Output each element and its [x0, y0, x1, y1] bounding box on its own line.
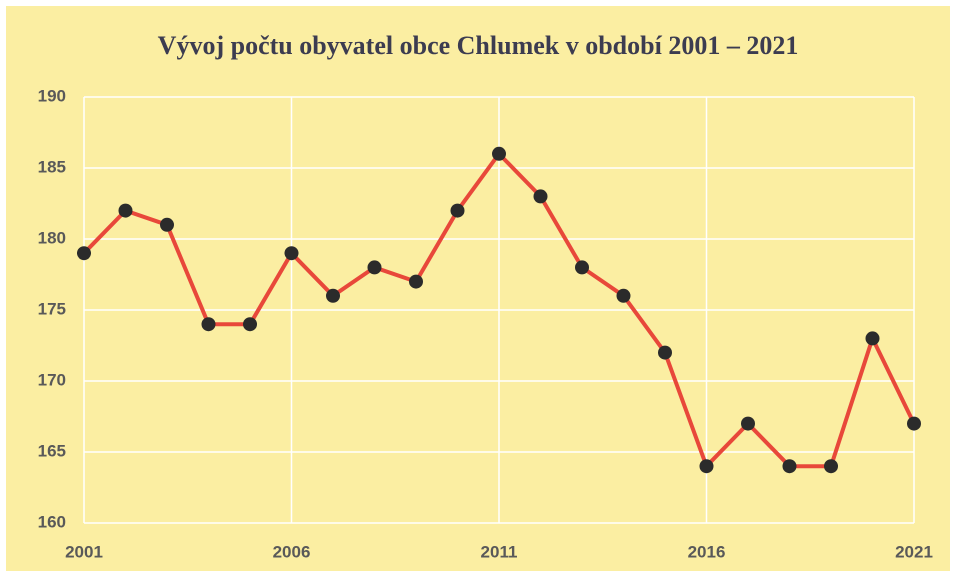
marker — [741, 416, 755, 431]
marker — [409, 274, 423, 289]
marker — [367, 260, 382, 275]
marker — [492, 146, 506, 161]
marker — [907, 416, 921, 431]
x-tick-label: 2016 — [688, 542, 726, 561]
marker — [284, 246, 299, 261]
marker — [575, 260, 589, 275]
marker — [824, 459, 838, 474]
marker — [658, 345, 672, 360]
chart-title: Vývoj počtu obyvatel obce Chlumek v obdo… — [158, 31, 799, 60]
x-tick-label: 2011 — [481, 542, 518, 561]
x-tick-label: 2006 — [273, 542, 311, 561]
marker — [118, 203, 133, 218]
y-tick-label: 180 — [38, 228, 66, 247]
y-tick-label: 160 — [38, 512, 66, 531]
y-tick-label: 185 — [38, 157, 66, 176]
marker — [243, 317, 257, 332]
marker — [533, 189, 548, 204]
chart-background — [6, 6, 950, 571]
y-tick-label: 170 — [38, 370, 66, 389]
marker — [201, 317, 216, 332]
y-tick-label: 190 — [38, 86, 66, 105]
marker — [782, 459, 797, 474]
y-tick-label: 165 — [38, 441, 66, 460]
y-tick-label: 175 — [38, 299, 66, 318]
marker — [616, 288, 631, 303]
marker — [865, 331, 880, 346]
marker — [326, 288, 340, 303]
marker — [699, 459, 714, 474]
x-tick-label: 2021 — [895, 542, 933, 561]
x-tick-label: 2001 — [65, 542, 103, 561]
marker — [160, 217, 174, 232]
marker — [77, 246, 91, 261]
marker — [450, 203, 465, 218]
